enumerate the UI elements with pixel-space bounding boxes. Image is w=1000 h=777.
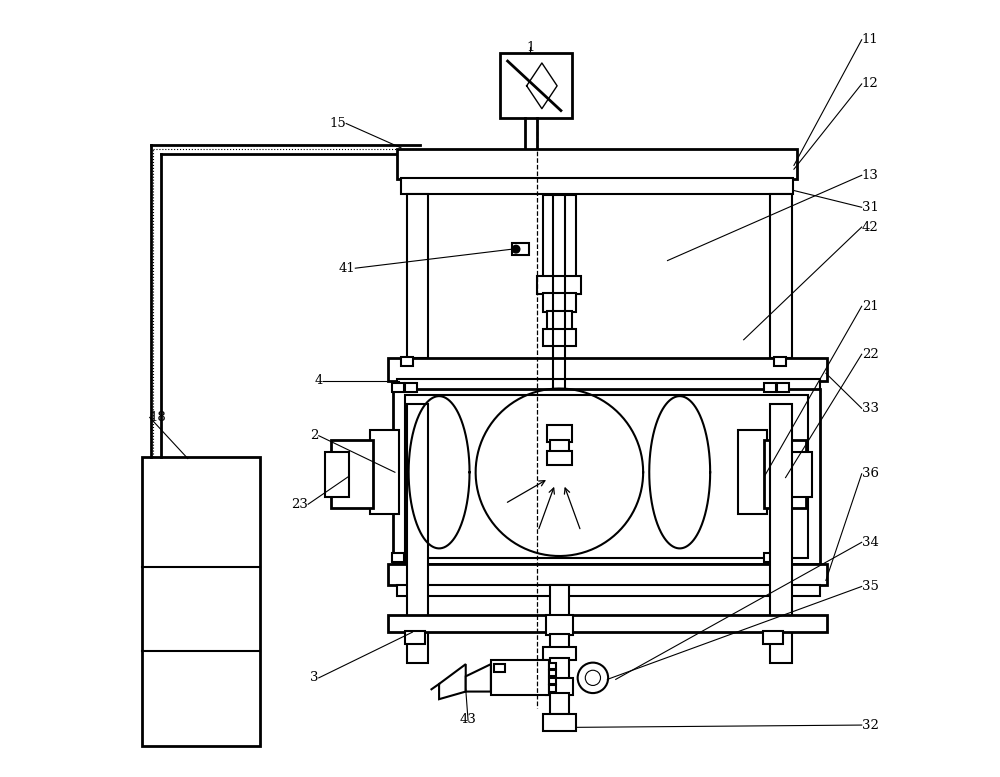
Bar (543, 647, 576, 660)
Text: 34: 34 (862, 536, 879, 549)
Text: 15: 15 (329, 117, 346, 130)
Text: 13: 13 (862, 169, 879, 182)
Bar (388, 358, 827, 381)
Text: 36: 36 (862, 467, 879, 480)
Bar (546, 615, 573, 636)
Text: 22: 22 (862, 348, 878, 361)
Text: 33: 33 (862, 402, 879, 415)
Bar (388, 563, 827, 585)
Circle shape (585, 671, 601, 685)
Bar (370, 430, 399, 514)
Bar (543, 195, 576, 277)
Bar (774, 357, 786, 367)
Bar (397, 148, 797, 179)
Bar (405, 395, 808, 558)
Bar (494, 664, 505, 672)
Bar (325, 452, 349, 497)
Bar (401, 178, 793, 194)
Bar (788, 452, 812, 497)
Bar (777, 383, 789, 392)
Bar (770, 404, 792, 663)
Text: 4: 4 (315, 375, 323, 388)
Bar (550, 634, 569, 649)
Circle shape (578, 663, 608, 693)
Bar (543, 293, 576, 312)
Bar (397, 585, 820, 596)
Bar (405, 632, 425, 643)
Bar (142, 457, 260, 747)
Bar (550, 441, 569, 452)
Bar (331, 440, 373, 508)
Bar (777, 553, 789, 562)
Bar (767, 447, 786, 499)
Text: 11: 11 (862, 33, 878, 47)
Bar (549, 678, 556, 684)
Polygon shape (439, 664, 466, 699)
Bar (397, 379, 820, 391)
Text: 21: 21 (862, 300, 878, 313)
Bar (392, 383, 404, 392)
Text: 42: 42 (862, 221, 878, 234)
Bar (550, 658, 569, 679)
Bar (549, 671, 556, 676)
Bar (547, 425, 572, 442)
Bar (549, 685, 556, 692)
Bar (537, 276, 581, 294)
Bar (491, 660, 549, 695)
Bar (352, 447, 370, 499)
Bar (392, 553, 404, 562)
Bar (764, 440, 806, 508)
Polygon shape (466, 664, 491, 692)
Text: 43: 43 (460, 713, 476, 726)
Bar (546, 678, 573, 695)
Bar (763, 632, 783, 643)
Bar (738, 430, 767, 514)
Bar (550, 693, 569, 714)
Bar (405, 553, 417, 562)
Text: 18: 18 (150, 411, 166, 424)
Bar (543, 329, 576, 346)
Bar (388, 615, 827, 632)
Bar (547, 451, 572, 465)
Bar (770, 194, 792, 358)
Bar (549, 663, 556, 669)
Text: 1: 1 (526, 41, 535, 54)
Text: 12: 12 (862, 78, 878, 90)
Bar (500, 54, 572, 118)
Text: 2: 2 (310, 429, 319, 442)
Bar (401, 357, 413, 367)
Bar (764, 553, 776, 562)
Bar (550, 585, 569, 617)
Text: 32: 32 (862, 719, 879, 732)
Bar (543, 714, 576, 731)
Text: 31: 31 (862, 200, 879, 214)
Text: 35: 35 (862, 580, 879, 593)
Text: 23: 23 (291, 498, 308, 510)
Bar (393, 388, 820, 563)
Bar (764, 383, 776, 392)
Text: 3: 3 (310, 671, 319, 685)
Text: 41: 41 (339, 262, 355, 275)
Bar (405, 383, 417, 392)
Circle shape (512, 246, 520, 253)
Bar (407, 404, 428, 663)
Bar (407, 194, 428, 358)
Bar (512, 243, 529, 255)
Bar (547, 311, 572, 331)
